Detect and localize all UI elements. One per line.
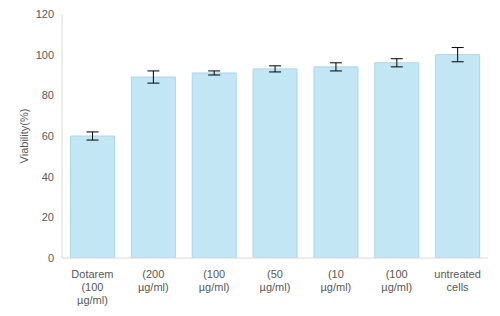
svg-text:(200µg/ml): (200µg/ml) — [138, 268, 169, 293]
svg-text:0: 0 — [48, 252, 54, 264]
svg-text:untreatedcells: untreatedcells — [434, 268, 480, 293]
svg-text:Viability(%): Viability(%) — [18, 109, 30, 164]
svg-text:80: 80 — [42, 89, 54, 101]
svg-text:(100µg/ml): (100µg/ml) — [199, 268, 230, 293]
svg-text:(10µg/ml): (10µg/ml) — [320, 268, 351, 293]
svg-text:20: 20 — [42, 211, 54, 223]
svg-text:Dotarem(100µg/ml): Dotarem(100µg/ml) — [71, 268, 113, 306]
svg-text:120: 120 — [36, 8, 54, 20]
svg-text:60: 60 — [42, 130, 54, 142]
svg-text:100: 100 — [36, 49, 54, 61]
svg-text:40: 40 — [42, 171, 54, 183]
svg-text:(50µg/ml): (50µg/ml) — [260, 268, 291, 293]
svg-text:(100µg/ml): (100µg/ml) — [381, 268, 412, 293]
